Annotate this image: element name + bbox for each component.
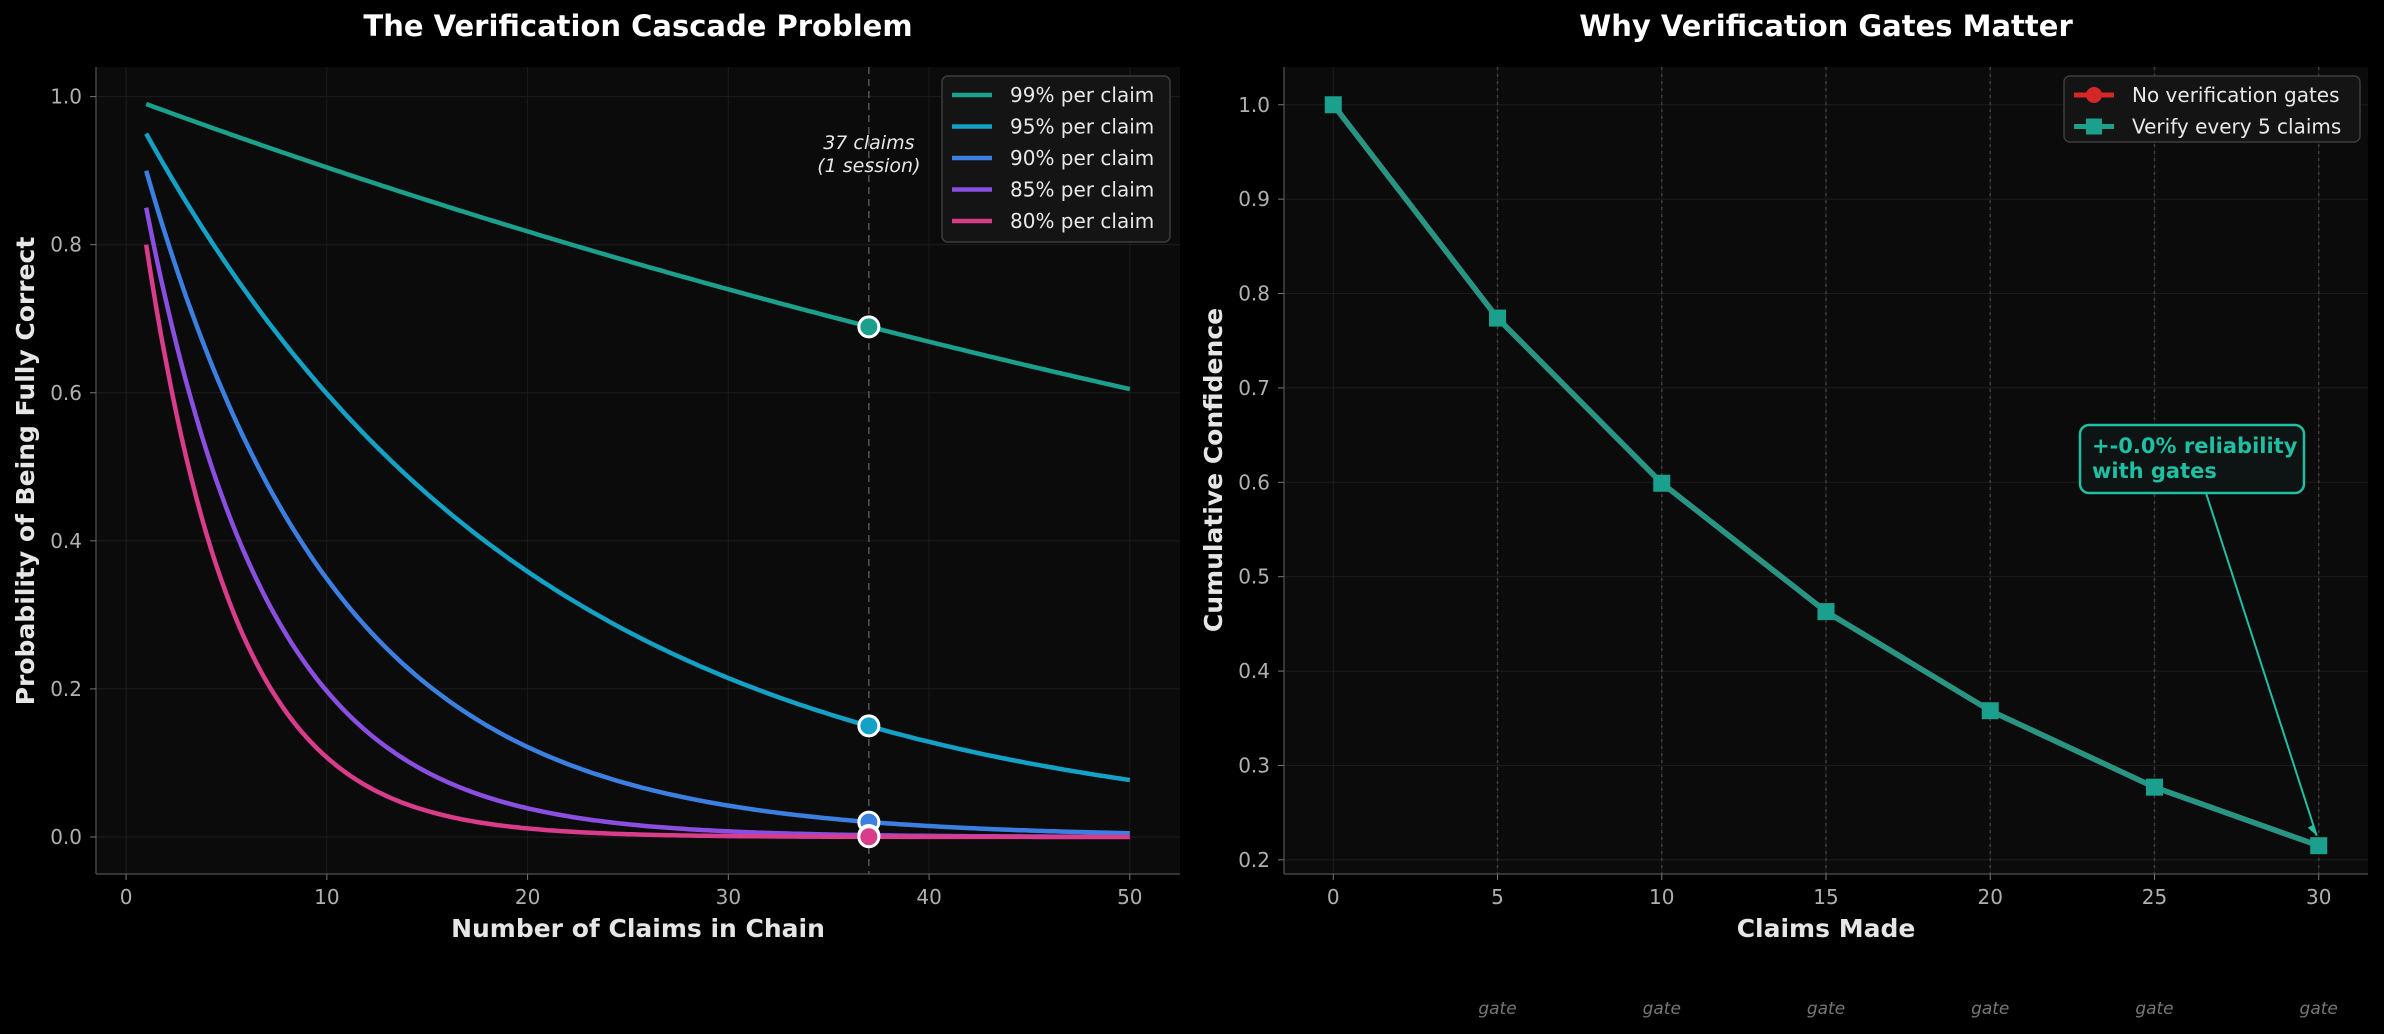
left-legend-label: 90% per claim <box>1010 146 1154 170</box>
session-marker-point-1 <box>857 315 881 339</box>
curve-series-1 <box>145 101 1131 392</box>
callout-arrow-line <box>2205 492 2318 836</box>
right-legend-swatch-marker <box>2086 87 2102 103</box>
right-x-tick-label: 10 <box>1649 885 1674 909</box>
right-y-tick-label: 0.3 <box>1238 753 1270 777</box>
session-marker-point-2 <box>857 714 881 738</box>
curve-series-2 <box>144 132 1131 783</box>
left-y-tick-label: 1.0 <box>50 85 82 109</box>
right-y-tick-label: 0.7 <box>1238 376 1270 400</box>
gates-point <box>1489 309 1507 327</box>
right-y-tick-label: 0.4 <box>1238 659 1270 683</box>
left-legend-label: 85% per claim <box>1010 178 1154 202</box>
right-y-tick-label: 0.8 <box>1238 282 1270 306</box>
right-y-tick-label: 0.6 <box>1238 470 1270 494</box>
left-chart-title: The Verification Cascade Problem <box>363 9 912 43</box>
right-y-tick-label: 0.2 <box>1238 848 1270 872</box>
callout-text-line2: with gates <box>2092 459 2217 483</box>
right-y-tick-label: 1.0 <box>1238 93 1270 117</box>
right-x-tick-label: 0 <box>1327 885 1340 909</box>
left-x-tick-label: 40 <box>916 885 941 909</box>
right-legend-swatch-marker <box>2086 118 2102 135</box>
left-legend-label: 80% per claim <box>1010 209 1154 233</box>
gates-point <box>2145 778 2163 796</box>
left-x-tick-label: 20 <box>515 885 540 909</box>
callout-box <box>2078 423 2306 495</box>
gate-label: gate <box>2300 999 2338 1019</box>
curve-series-5 <box>143 244 1130 840</box>
callout-arrow-head <box>2307 824 2317 836</box>
left-x-tick-label: 50 <box>1117 885 1142 909</box>
left-legend-label: 95% per claim <box>1010 115 1154 139</box>
gate-label: gate <box>2135 999 2173 1019</box>
right-y-tick-label: 0.9 <box>1238 187 1270 211</box>
left-x-axis-label: Number of Claims in Chain <box>451 914 825 943</box>
gates-point <box>1817 603 1835 621</box>
left-x-tick-label: 0 <box>120 885 133 909</box>
callout-text-line1: +-0.0% reliability <box>2092 434 2298 458</box>
right-x-axis-label: Claims Made <box>1737 914 1916 943</box>
session-annotation-line1: 37 claims <box>823 132 914 154</box>
gates-point <box>1653 474 1671 492</box>
left-legend-label: 99% per claim <box>1010 83 1154 107</box>
right-y-axis-label: Cumulative Confidence <box>1199 308 1228 632</box>
right-legend-label: Verify every 5 claims <box>2132 115 2341 139</box>
right-x-tick-label: 30 <box>2306 885 2331 909</box>
session-marker-point-5 <box>857 825 881 849</box>
right-x-tick-label: 15 <box>1813 885 1838 909</box>
right-chart-title: Why Verification Gates Matter <box>1579 9 2073 43</box>
left-x-tick-label: 30 <box>716 885 741 909</box>
gate-label: gate <box>1971 999 2009 1019</box>
right-x-tick-label: 25 <box>2142 885 2167 909</box>
left-legend-box <box>941 75 1171 243</box>
right-legend-label: No verification gates <box>2132 83 2340 107</box>
curve-series-3 <box>144 170 1130 836</box>
right-x-tick-label: 20 <box>1978 885 2003 909</box>
left-y-axis-label: Probability of Being Fully Correct <box>11 237 40 706</box>
right-y-tick-label: 0.5 <box>1238 565 1270 589</box>
gates-point <box>1324 96 1342 114</box>
left-y-tick-label: 0.4 <box>50 529 82 553</box>
gates-point <box>2310 837 2328 855</box>
left-y-tick-label: 0.0 <box>50 825 82 849</box>
gate-label: gate <box>1807 999 1845 1019</box>
gate-label: gate <box>1643 999 1681 1019</box>
right-legend-box <box>2063 75 2361 143</box>
left-y-tick-label: 0.8 <box>50 233 82 257</box>
gates-point <box>1981 702 1999 720</box>
right-x-tick-label: 5 <box>1491 885 1504 909</box>
left-y-tick-label: 0.6 <box>50 381 82 405</box>
gate-label: gate <box>1478 999 1516 1019</box>
left-y-tick-label: 0.2 <box>50 677 82 701</box>
left-x-tick-label: 10 <box>314 885 339 909</box>
session-annotation-line2: (1 session) <box>817 155 920 177</box>
